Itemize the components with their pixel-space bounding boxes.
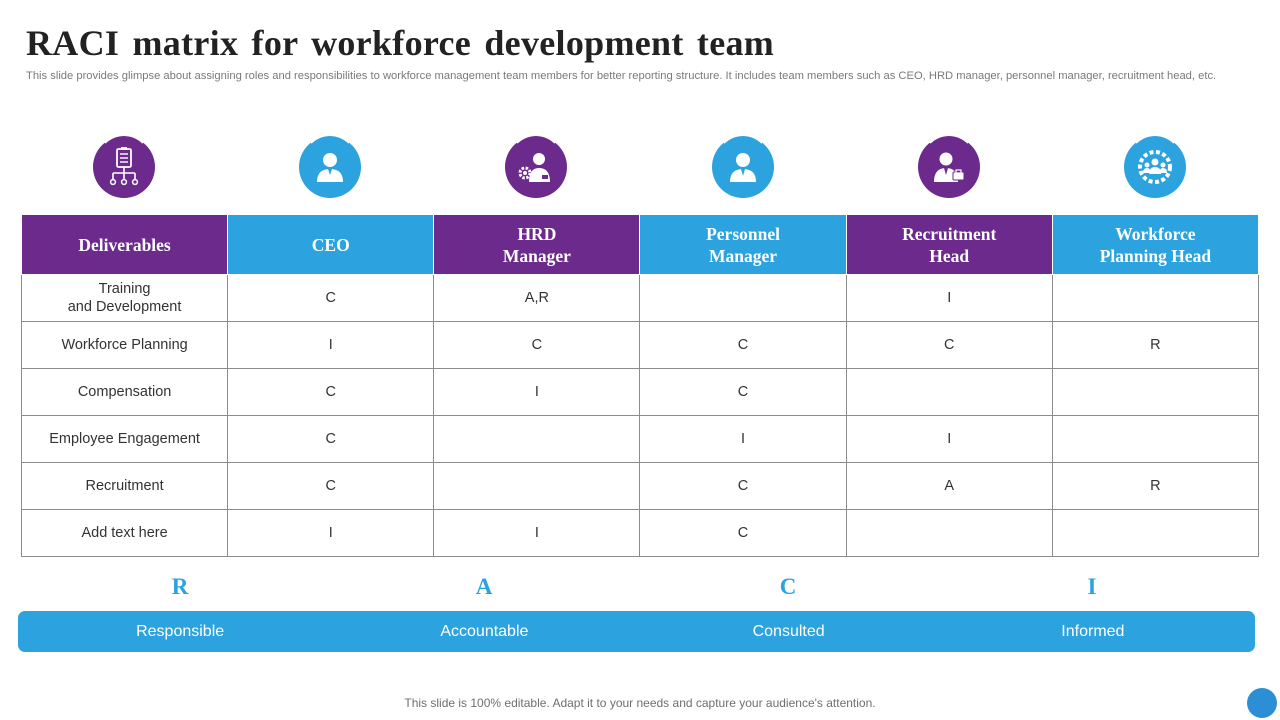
footer-note: This slide is 100% editable. Adapt it to… xyxy=(404,696,876,710)
raci-cell: I xyxy=(227,509,435,557)
header-ceo: CEO xyxy=(227,214,435,275)
legend-label-responsible: Responsible xyxy=(136,622,225,640)
raci-cell xyxy=(1051,368,1260,416)
table-row: Compensation C I C xyxy=(20,368,1260,416)
raci-cell: C xyxy=(639,368,847,416)
deliverable-cell: Recruitment xyxy=(20,462,229,510)
raci-cell xyxy=(1051,415,1260,463)
legend-label-informed: Informed xyxy=(1061,622,1125,640)
raci-cell: C xyxy=(639,509,847,557)
legend-label-consulted: Consulted xyxy=(752,622,825,640)
raci-table: Deliverables CEO HRD Manager Personnel Man… xyxy=(20,214,1260,557)
table-header-row: Deliverables CEO HRD Manager Personnel Man… xyxy=(20,214,1260,275)
header-deliverables: Deliverables xyxy=(20,214,229,275)
legend-letter-i: I xyxy=(1087,574,1097,599)
raci-cell: I xyxy=(639,415,847,463)
raci-cell xyxy=(433,462,641,510)
header-recruitment-head: Recruitment Head xyxy=(845,214,1053,275)
raci-cell: C xyxy=(227,368,435,416)
raci-cell: R xyxy=(1051,321,1260,369)
page-title: RACI matrix for workforce development te… xyxy=(26,23,775,63)
raci-cell xyxy=(433,415,641,463)
raci-cell: I xyxy=(845,415,1053,463)
raci-cell xyxy=(845,368,1053,416)
raci-cell: C xyxy=(639,321,847,369)
raci-cell: C xyxy=(227,274,435,322)
deliverable-cell: Training and Development xyxy=(20,274,229,322)
table-row: Training and Development C A,R I xyxy=(20,274,1260,322)
raci-cell: I xyxy=(433,509,641,557)
page-subtitle: This slide provides glimpse about assign… xyxy=(26,70,1217,82)
raci-cell: I xyxy=(845,274,1053,322)
table-row: Employee Engagement C I I xyxy=(20,415,1260,463)
header-hrd-manager: HRD Manager xyxy=(433,214,641,275)
table-row: Workforce Planning I C C C R xyxy=(20,321,1260,369)
role-icons-row xyxy=(21,134,1258,200)
deliverable-cell: Employee Engagement xyxy=(20,415,229,463)
raci-cell: C xyxy=(227,462,435,510)
raci-cell: C xyxy=(639,462,847,510)
deliverable-cell: Add text here xyxy=(20,509,229,557)
raci-cell: I xyxy=(227,321,435,369)
legend-letter-r: R xyxy=(171,574,189,599)
legend-letter-c: C xyxy=(779,574,797,599)
deliverable-cell: Compensation xyxy=(20,368,229,416)
raci-cell xyxy=(845,509,1053,557)
legend-letter-a: A xyxy=(475,574,493,599)
raci-cell: C xyxy=(845,321,1053,369)
raci-cell: C xyxy=(227,415,435,463)
table-row: Add text here I I C xyxy=(20,509,1260,557)
corner-dot xyxy=(1247,688,1277,718)
raci-cell xyxy=(1051,274,1260,322)
deliverable-cell: Workforce Planning xyxy=(20,321,229,369)
table-row: Recruitment C C A R xyxy=(20,462,1260,510)
legend-letters: R A C I xyxy=(28,574,1244,600)
raci-cell: A xyxy=(845,462,1053,510)
raci-cell xyxy=(1051,509,1260,557)
raci-cell: R xyxy=(1051,462,1260,510)
legend-label-accountable: Accountable xyxy=(440,622,529,640)
raci-cell: C xyxy=(433,321,641,369)
legend-bar: Responsible Accountable Consulted Inform… xyxy=(18,611,1255,652)
raci-cell: I xyxy=(433,368,641,416)
raci-cell xyxy=(639,274,847,322)
raci-cell: A,R xyxy=(433,274,641,322)
header-personnel-manager: Personnel Manager xyxy=(639,214,847,275)
header-workforce-planning-head: Workforce Planning Head xyxy=(1051,214,1260,275)
